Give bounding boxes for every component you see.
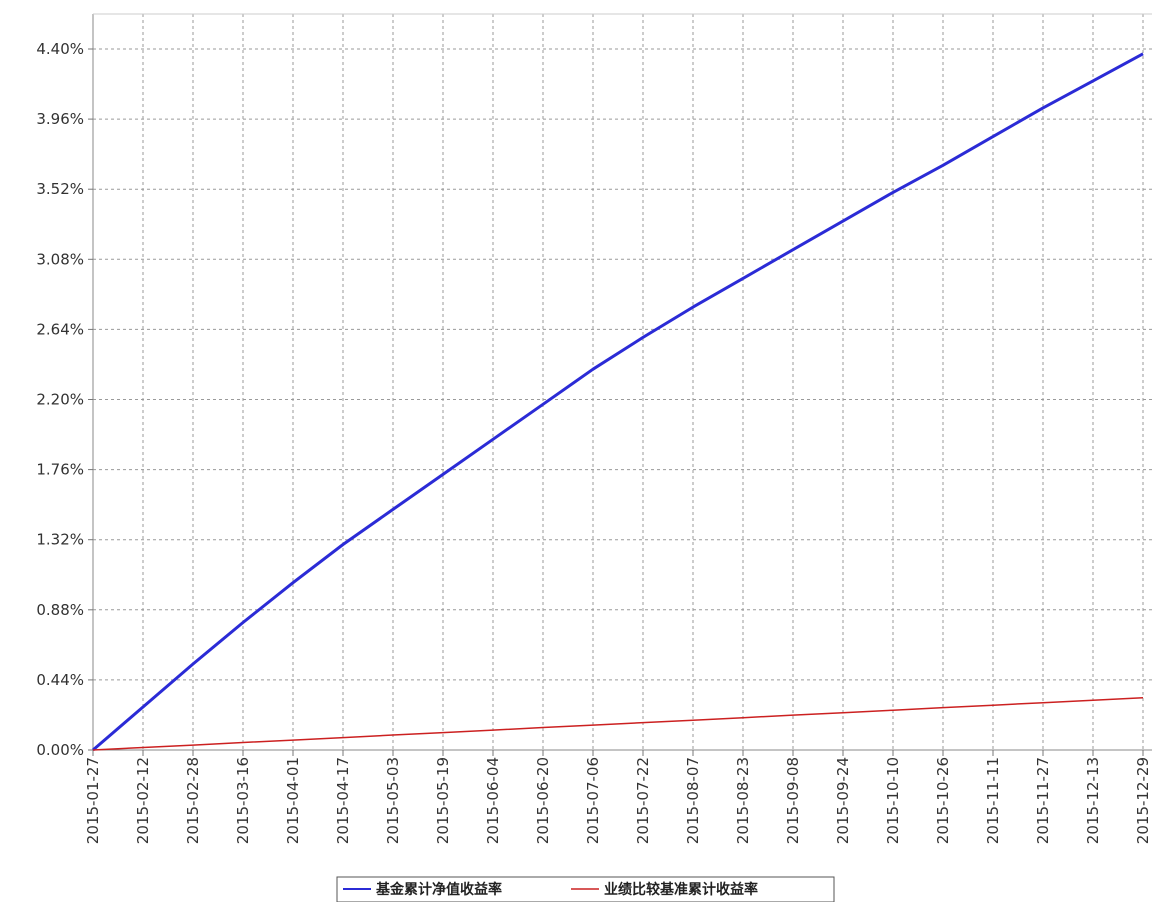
x-tick-label: 2015-12-13 [1084,757,1102,844]
x-tick-label: 2015-10-10 [884,757,902,844]
series-line-benchmark [92,696,1144,751]
x-tick-label: 2015-08-07 [684,757,702,844]
y-axis-ticks: 0.00% 0.44% 0.88% 1.32% 1.76% 2.20% 2.64% 3.08%… [36,40,93,759]
y-tick-label: 2.20% [36,391,84,409]
x-tick-label: 2015-03-16 [234,757,252,844]
y-tick-label: 3.96% [36,110,84,128]
plot-area [93,14,1152,750]
x-tick-label: 2015-04-01 [284,757,302,844]
y-tick-label: 3.52% [36,180,84,198]
legend-label-fund: 基金累计净值收益率 [376,881,502,898]
x-tick-label: 2015-09-08 [784,757,802,844]
legend: 基金累计净值收益率 业绩比较基准累计收益率 [336,876,835,902]
legend-label-benchmark: 业绩比较基准累计收益率 [604,881,758,898]
x-tick-label: 2015-10-26 [934,757,952,844]
y-tick-label: 1.32% [36,531,84,549]
series-layer [92,52,1144,752]
x-tick-label: 2015-12-29 [1134,757,1152,844]
x-tick-label: 2015-06-20 [534,757,552,844]
x-tick-label: 2015-05-03 [384,757,402,844]
grid-lines [93,14,1152,750]
x-tick-label: 2015-11-11 [984,757,1002,844]
axes [92,13,1152,751]
series-line-fund [92,52,1144,752]
x-tick-label: 2015-09-24 [834,757,852,844]
x-tick-label: 2015-06-04 [484,757,502,844]
y-tick-label: 1.76% [36,461,84,479]
x-tick-label: 2015-05-19 [434,757,452,844]
y-tick-label: 3.08% [36,250,84,268]
x-tick-label: 2015-08-23 [734,757,752,844]
x-axis-ticks: 2015-01-27 2015-02-12 2015-02-28 2015-03-16… [84,750,1152,844]
y-tick-label: 2.64% [36,320,84,338]
x-tick-label: 2015-02-28 [184,757,202,844]
y-tick-label: 0.88% [36,601,84,619]
x-tick-label: 2015-04-17 [334,757,352,844]
y-tick-label: 0.44% [36,671,84,689]
x-tick-label: 2015-07-22 [634,757,652,844]
y-tick-label: 0.00% [36,741,84,759]
x-tick-label: 2015-07-06 [584,757,602,844]
x-tick-label: 2015-11-27 [1034,757,1052,844]
x-tick-label: 2015-02-12 [134,757,152,844]
y-tick-label: 4.40% [36,40,84,58]
x-tick-label: 2015-01-27 [84,757,102,844]
